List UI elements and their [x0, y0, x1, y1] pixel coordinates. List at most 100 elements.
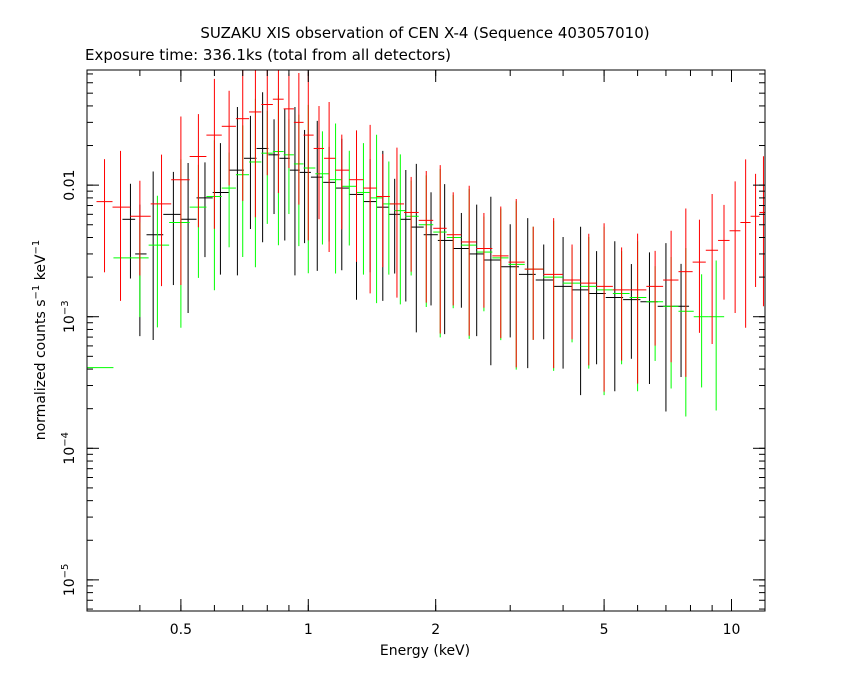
data-point	[418, 171, 434, 303]
data-point	[349, 130, 364, 262]
data-point	[135, 204, 147, 337]
data-point	[605, 241, 624, 392]
data-point	[256, 92, 269, 243]
data-point	[729, 181, 741, 314]
y-tick-label: 10−5	[60, 564, 78, 597]
data-point	[580, 233, 597, 366]
series-2	[96, 70, 765, 392]
data-point	[212, 143, 229, 275]
data-point	[268, 119, 280, 215]
data-point	[169, 159, 190, 328]
y-axis-label: normalized counts s−1 keV−1	[31, 240, 49, 441]
data-point	[646, 250, 664, 346]
y-axis-label-prefix: normalized counts s	[33, 299, 49, 440]
data-point	[370, 134, 383, 304]
data-point	[146, 171, 164, 340]
data-layer	[87, 70, 765, 462]
data-point	[228, 106, 244, 276]
data-point	[283, 73, 294, 169]
data-point	[206, 78, 222, 229]
data-point	[324, 102, 336, 253]
data-point	[96, 159, 113, 273]
data-point	[303, 71, 314, 241]
chart-subtitle: Exposure time: 336.1ks (total from all d…	[85, 46, 451, 64]
data-point	[289, 106, 300, 276]
data-point	[389, 147, 405, 298]
data-point	[299, 129, 311, 244]
data-point	[303, 104, 316, 274]
data-point	[446, 195, 462, 309]
data-point	[433, 165, 447, 334]
data-point	[261, 70, 273, 176]
data-point	[196, 162, 213, 258]
data-point	[571, 226, 589, 396]
data-point	[363, 124, 377, 294]
data-point	[469, 204, 484, 337]
data-point	[411, 163, 424, 333]
data-point	[189, 114, 207, 228]
data-point	[663, 230, 679, 363]
data-point	[243, 115, 257, 230]
x-tick-label: 2	[431, 622, 440, 638]
data-point	[113, 222, 149, 318]
data-point	[692, 219, 706, 333]
data-point	[476, 212, 493, 308]
data-point	[740, 159, 751, 328]
data-point	[235, 70, 250, 201]
x-tick-label: 5	[600, 622, 609, 638]
data-point	[221, 90, 236, 186]
y-tick-label-base: 10	[62, 315, 78, 333]
data-point	[708, 260, 725, 411]
data-point	[249, 70, 262, 218]
data-point	[629, 233, 647, 384]
data-point	[508, 198, 525, 368]
y-tick-label: 10−3	[60, 300, 78, 333]
data-point	[483, 196, 501, 366]
data-point	[130, 180, 151, 276]
data-point	[356, 143, 371, 275]
y-tick-label-base: 10	[62, 447, 78, 465]
data-point	[279, 108, 290, 241]
data-point	[394, 154, 406, 305]
x-tick-label: 1	[304, 622, 313, 638]
data-point	[543, 218, 563, 369]
y-tick-label: 0.01	[62, 170, 78, 201]
data-point	[335, 138, 350, 271]
data-point	[122, 183, 136, 279]
data-point	[293, 73, 304, 205]
y-tick-label-exp: −5	[60, 564, 71, 579]
data-point	[388, 178, 401, 274]
series-0	[122, 92, 690, 412]
series-1	[87, 95, 725, 462]
data-point	[476, 216, 493, 312]
data-point	[562, 244, 581, 340]
data-point	[342, 150, 357, 246]
data-point	[310, 120, 324, 271]
data-point	[313, 106, 325, 220]
data-point	[148, 195, 170, 328]
x-axis-label: Energy (keV)	[380, 643, 470, 659]
y-axis-label-middle: keV	[33, 254, 49, 285]
data-point	[328, 123, 343, 274]
data-point	[461, 185, 477, 336]
data-point	[596, 223, 613, 392]
y-axis-label-sup2: −1	[31, 240, 42, 255]
x-tick-label: 0.5	[170, 622, 192, 638]
data-point	[588, 251, 606, 365]
data-point	[750, 173, 760, 287]
data-point	[400, 169, 412, 302]
data-point	[112, 150, 131, 301]
data-point	[163, 171, 181, 286]
data-point	[612, 247, 630, 361]
data-point	[553, 237, 572, 369]
x-tick-label: 10	[723, 622, 741, 638]
data-point	[524, 226, 544, 340]
data-point	[272, 70, 284, 193]
data-point	[673, 263, 690, 378]
y-tick-label: 10−4	[60, 432, 78, 465]
data-point	[678, 208, 693, 377]
y-tick-label-exp: −3	[60, 300, 71, 315]
y-tick-label-exp: −4	[60, 432, 71, 447]
y-tick-label-text: 0.01	[62, 170, 78, 201]
